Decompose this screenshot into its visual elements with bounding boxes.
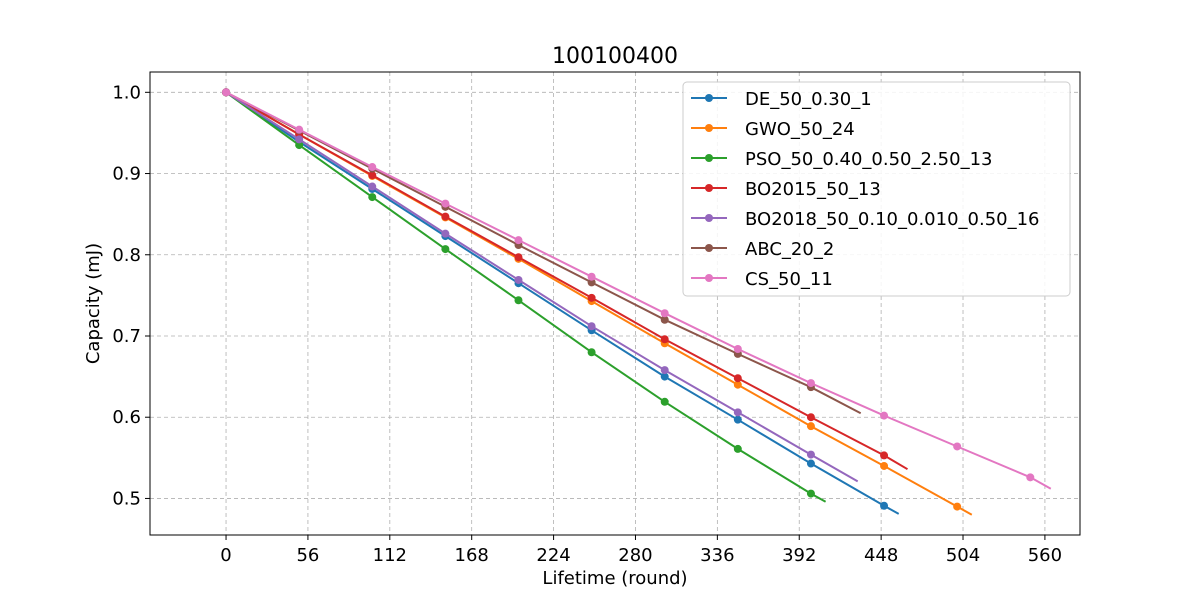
legend-entry: BO2015_50_13 — [691, 179, 881, 200]
legend-swatch-marker — [705, 154, 713, 162]
legend-swatch-marker — [705, 214, 713, 222]
data-point — [368, 163, 377, 172]
series-line — [225, 91, 862, 415]
x-tick-label: 224 — [536, 545, 570, 566]
data-point — [733, 344, 742, 353]
data-point — [660, 309, 669, 318]
data-point — [806, 379, 815, 388]
data-point — [587, 322, 596, 331]
x-tick-label: 504 — [946, 545, 980, 566]
series-line — [225, 91, 827, 503]
data-point — [514, 236, 523, 245]
x-tick-label: 560 — [1028, 545, 1062, 566]
data-point — [1026, 473, 1035, 482]
legend-entry: ABC_20_2 — [691, 239, 834, 260]
legend-label: BO2015_50_13 — [745, 179, 881, 200]
y-tick-label: 0.8 — [112, 245, 141, 266]
y-tick-label: 0.6 — [112, 407, 141, 428]
legend-box — [682, 81, 1071, 297]
series-BO2018_50_0.10_0.010_0.50_16 — [222, 88, 859, 483]
y-tick-label: 0.7 — [112, 326, 141, 347]
data-point — [880, 461, 889, 470]
data-point — [295, 125, 304, 134]
legend-entry: PSO_50_0.40_0.50_2.50_13 — [691, 149, 993, 170]
data-point — [806, 413, 815, 422]
y-tick-label: 0.5 — [112, 488, 141, 509]
data-point — [880, 451, 889, 460]
data-point — [368, 171, 377, 180]
data-point — [660, 315, 669, 324]
legend-label: DE_50_0.30_1 — [745, 89, 872, 110]
x-tick-label: 392 — [782, 545, 816, 566]
y-tick-label: 1.0 — [112, 82, 141, 103]
series-layer — [222, 88, 1052, 516]
legend: DE_50_0.30_1 GWO_50_24 PSO_50_0.40_0.50_2.… — [682, 81, 1071, 297]
data-point — [660, 335, 669, 344]
legend-label: ABC_20_2 — [745, 239, 834, 260]
series-CS_50_11 — [222, 88, 1052, 490]
legend-label: PSO_50_0.40_0.50_2.50_13 — [745, 149, 993, 170]
x-tick-label: 0 — [220, 545, 231, 566]
legend-label: GWO_50_24 — [745, 119, 855, 140]
data-point — [733, 408, 742, 417]
legend-swatch-marker — [705, 124, 713, 132]
legend-swatch-marker — [705, 244, 713, 252]
data-point — [368, 182, 377, 191]
data-point — [733, 415, 742, 424]
data-point — [880, 501, 889, 510]
plot-area-frame — [149, 71, 1081, 536]
x-tick-label: 336 — [700, 545, 734, 566]
data-point — [953, 442, 962, 451]
ticks: 0 56 112 168 224 280 336 392 448 504 560 0.5 0.6 0.7 0… — [112, 82, 1062, 566]
data-point — [441, 229, 450, 238]
y-axis-label: Capacity (mJ) — [83, 243, 104, 364]
legend-entry: GWO_50_24 — [691, 119, 855, 140]
data-point — [222, 88, 231, 97]
legend-swatch-marker — [705, 274, 713, 282]
data-point — [441, 212, 450, 221]
data-point — [806, 459, 815, 468]
x-tick-label: 56 — [296, 545, 319, 566]
y-tick-label: 0.9 — [112, 164, 141, 185]
legend-label: CS_50_11 — [745, 269, 833, 290]
x-tick-label: 280 — [618, 545, 652, 566]
data-point — [806, 450, 815, 459]
legend-entry: CS_50_11 — [691, 269, 833, 290]
data-point — [733, 380, 742, 389]
legend-swatch-marker — [705, 94, 713, 102]
data-point — [295, 135, 304, 144]
data-point — [733, 444, 742, 453]
data-point — [514, 296, 523, 305]
data-point — [880, 411, 889, 420]
data-point — [660, 372, 669, 381]
data-point — [295, 141, 304, 150]
data-point — [441, 199, 450, 208]
data-point — [660, 397, 669, 406]
data-point — [733, 374, 742, 383]
x-tick-label: 168 — [455, 545, 489, 566]
data-point — [953, 502, 962, 511]
x-axis-label: Lifetime (round) — [542, 568, 687, 589]
data-point — [587, 278, 596, 287]
series-line — [225, 91, 859, 483]
data-point — [514, 275, 523, 284]
data-point — [514, 253, 523, 262]
data-point — [806, 489, 815, 498]
data-point — [587, 293, 596, 302]
data-point — [441, 245, 450, 254]
legend-swatch-marker — [705, 184, 713, 192]
legend-label: BO2018_50_0.10_0.010_0.50_16 — [745, 209, 1040, 230]
data-point — [587, 272, 596, 281]
legend-entry: BO2018_50_0.10_0.010_0.50_16 — [691, 209, 1040, 230]
x-tick-label: 448 — [864, 545, 898, 566]
chart-title: 100100400 — [552, 44, 678, 69]
x-tick-label: 112 — [373, 545, 407, 566]
data-point — [368, 193, 377, 202]
legend-entry: DE_50_0.30_1 — [691, 89, 872, 110]
data-point — [660, 366, 669, 375]
data-point — [587, 348, 596, 357]
data-point — [806, 422, 815, 431]
